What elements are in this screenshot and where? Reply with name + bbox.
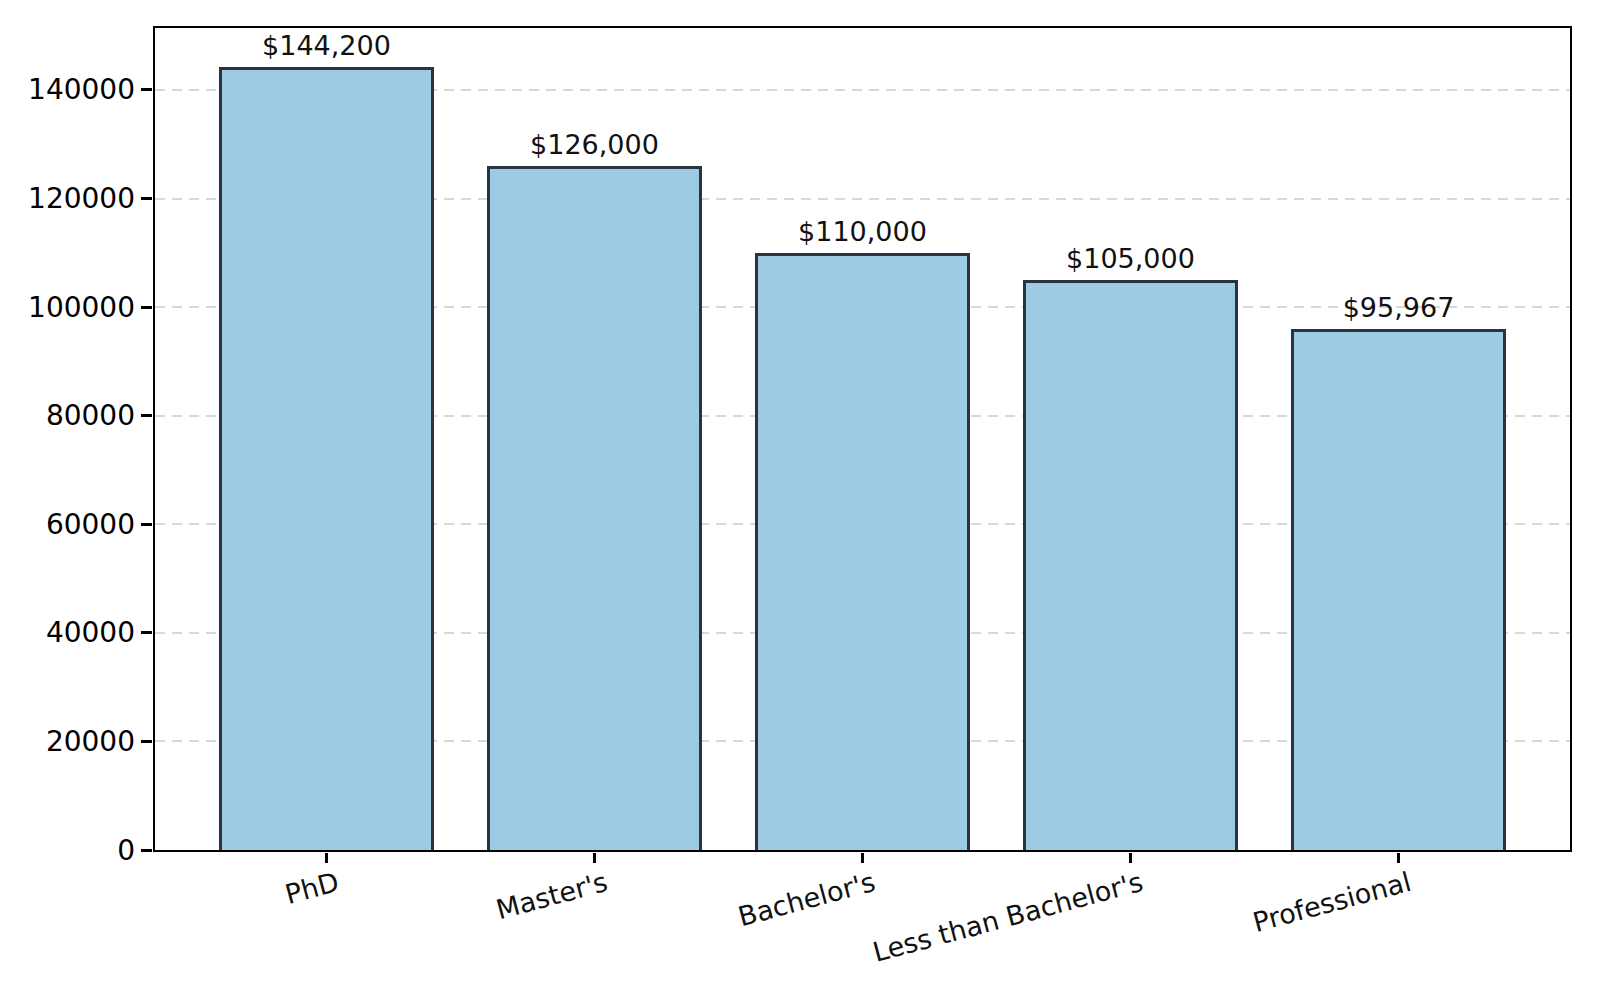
y-tick-mark bbox=[141, 306, 152, 309]
x-tick-label: Bachelor's bbox=[735, 866, 879, 933]
x-tick-label: Less than Bachelor's bbox=[870, 866, 1147, 969]
x-tick-mark bbox=[593, 853, 596, 863]
y-tick-mark bbox=[141, 740, 152, 743]
y-tick-label: 40000 bbox=[0, 616, 135, 649]
y-tick-label: 100000 bbox=[0, 291, 135, 324]
x-tick-mark bbox=[1129, 853, 1132, 863]
y-tick-label: 0 bbox=[0, 834, 135, 867]
y-tick-mark bbox=[141, 197, 152, 200]
bar bbox=[755, 253, 969, 850]
bar-value-label: $144,200 bbox=[167, 29, 487, 62]
plot-layer: 020000400006000080000100000120000140000$… bbox=[155, 28, 1570, 850]
x-tick-mark bbox=[861, 853, 864, 863]
bar-value-label: $126,000 bbox=[435, 128, 755, 161]
bar-value-label: $95,967 bbox=[1238, 291, 1558, 324]
y-tick-label: 80000 bbox=[0, 399, 135, 432]
y-tick-mark bbox=[141, 849, 152, 852]
bar-chart-figure: 0 20000 40000 60000 80000 100000 120000 140000 $… bbox=[0, 0, 1600, 1000]
x-tick-mark bbox=[325, 853, 328, 863]
bar bbox=[1291, 329, 1505, 850]
y-tick-mark bbox=[141, 88, 152, 91]
y-tick-label: 60000 bbox=[0, 508, 135, 541]
bar-value-label: $105,000 bbox=[970, 242, 1290, 275]
y-tick-label: 20000 bbox=[0, 725, 135, 758]
y-tick-label: 140000 bbox=[0, 73, 135, 106]
y-tick-mark bbox=[141, 523, 152, 526]
y-tick-label: 120000 bbox=[0, 182, 135, 215]
y-tick-mark bbox=[141, 414, 152, 417]
x-tick-label: Professional bbox=[1250, 866, 1415, 939]
x-tick-label: Master's bbox=[493, 866, 611, 926]
bar bbox=[219, 67, 433, 850]
y-tick-mark bbox=[141, 631, 152, 634]
bar bbox=[487, 166, 701, 850]
bar bbox=[1023, 280, 1237, 850]
x-tick-label: PhD bbox=[282, 866, 343, 911]
x-tick-mark bbox=[1397, 853, 1400, 863]
plot-area: 020000400006000080000100000120000140000$… bbox=[153, 26, 1572, 852]
